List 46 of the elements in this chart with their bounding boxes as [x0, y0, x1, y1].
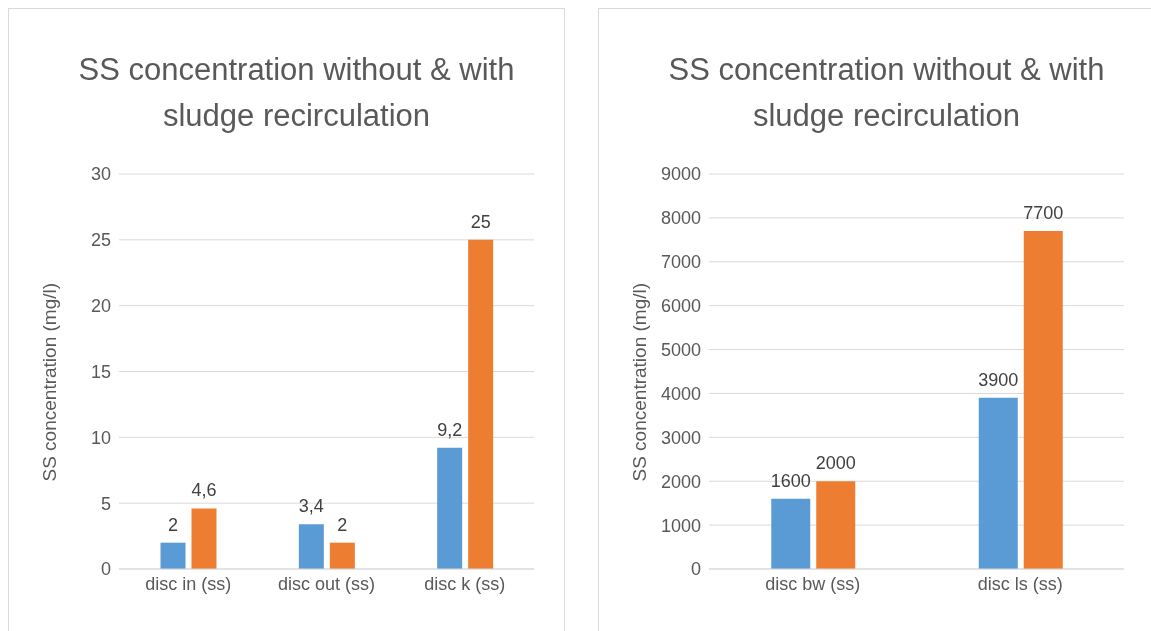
data-label: 9,2	[437, 419, 463, 440]
y-tick-label: 30	[90, 164, 111, 185]
x-tick-label: disc bw (ss)	[765, 573, 861, 594]
data-label: 7700	[1023, 203, 1064, 224]
data-label: 25	[470, 211, 491, 232]
x-tick-label: disc k (ss)	[424, 573, 506, 594]
y-tick-label: 3000	[660, 427, 701, 448]
y-tick-label: 7000	[660, 252, 701, 273]
data-label: 2	[167, 514, 179, 535]
bar	[160, 542, 186, 569]
bar	[771, 498, 811, 569]
y-tick-label: 2000	[660, 471, 701, 492]
data-label: 3900	[978, 369, 1019, 390]
data-label: 1600	[770, 470, 811, 491]
x-tick-label: disc ls (ss)	[977, 573, 1063, 594]
y-tick-label: 6000	[660, 296, 701, 317]
bar	[978, 397, 1018, 569]
y-tick-label: 9000	[660, 164, 701, 185]
bar	[329, 542, 355, 569]
data-label: 2000	[815, 453, 856, 474]
data-label: 2	[337, 514, 348, 535]
chart-title: SS concentration without & with sludge recirculation	[77, 51, 516, 135]
bar	[816, 481, 856, 569]
y-axis-title: SS concentration (mg/l)	[628, 282, 650, 482]
bar	[437, 447, 463, 569]
y-tick-label: 4000	[660, 383, 701, 404]
y-tick-label: 5	[100, 493, 111, 514]
data-label: 3,4	[298, 496, 324, 517]
bar	[298, 524, 324, 569]
y-tick-label: 25	[90, 230, 111, 251]
y-tick-label: 20	[90, 296, 111, 317]
y-tick-label: 5000	[660, 339, 701, 360]
x-tick-label: disc out (ss)	[277, 573, 376, 594]
bar	[1023, 231, 1063, 569]
bar	[191, 508, 217, 569]
y-tick-label: 10	[90, 427, 111, 448]
chart-title: SS concentration without & with sludge recirculation	[667, 51, 1106, 135]
data-label: 4,6	[191, 480, 217, 501]
y-axis-title: SS concentration (mg/l)	[38, 282, 60, 482]
y-tick-label: 8000	[660, 208, 701, 229]
y-tick-label: 0	[690, 559, 701, 580]
y-tick-label: 15	[90, 361, 111, 382]
x-tick-label: disc in (ss)	[145, 573, 232, 594]
bar	[468, 239, 494, 569]
y-tick-label: 1000	[660, 515, 701, 536]
y-tick-label: 0	[100, 559, 111, 580]
